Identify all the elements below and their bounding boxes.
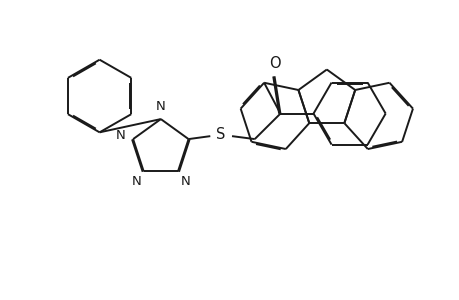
Text: N: N: [131, 175, 141, 188]
Text: N: N: [116, 129, 125, 142]
Text: S: S: [216, 127, 225, 142]
Text: O: O: [268, 56, 280, 71]
Text: N: N: [180, 175, 190, 188]
Text: N: N: [156, 100, 165, 113]
